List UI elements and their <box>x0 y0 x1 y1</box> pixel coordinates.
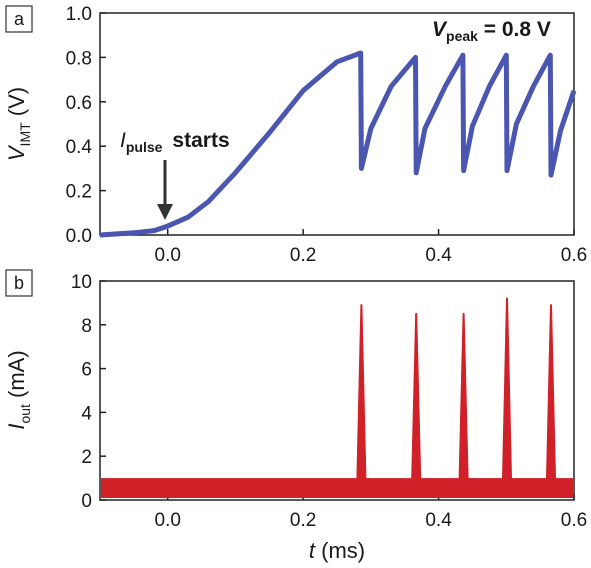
panel-b-y-tick-label-5: 10 <box>71 272 92 293</box>
panel-b-x-tick-label-1: 0.2 <box>290 510 316 531</box>
panel-b-spike-1 <box>411 312 422 480</box>
pulse-annotation-main: I <box>120 129 126 152</box>
panel-a-x-ticks: 0.0 0.2 0.4 0.6 <box>155 229 587 266</box>
panel-b-y-tick-label-3: 6 <box>81 360 92 381</box>
panel-b-x-tick-label-3: 0.6 <box>561 510 587 531</box>
pulse-arrow <box>157 160 173 220</box>
panel-b-spike-2 <box>458 312 469 480</box>
panel-b-x-label-main: t <box>309 538 316 563</box>
panel-b-x-tick-label-0: 0.0 <box>155 510 181 531</box>
pulse-annotation: Ipulse starts <box>120 129 230 155</box>
panel-b-y-tick-label-4: 8 <box>81 316 92 337</box>
panel-a-x-tick-label-0: 0.0 <box>155 245 181 266</box>
panel-b-y-tick-label-1: 2 <box>81 447 92 468</box>
panel-b: 0.0 0.2 0.4 0.6 0 2 4 6 8 10 b Iout (mA) t (ms) <box>4 269 587 563</box>
panel-a-label: a <box>14 9 25 29</box>
peak-annotation-sub: peak <box>446 28 478 44</box>
panel-b-x-tick-label-2: 0.4 <box>425 510 452 531</box>
panel-a: 0.0 0.2 0.4 0.6 0.00.20.40.60.81.0 a VIMT (… <box>4 4 587 266</box>
panel-b-label-box <box>5 269 33 297</box>
panel-b-frame <box>99 280 575 501</box>
pulse-arrow-head <box>157 204 173 220</box>
peak-annotation-rest: = 0.8 V <box>478 18 551 41</box>
panel-a-y-tick-label-2: 0.4 <box>66 137 93 158</box>
panel-b-x-label-rest: (ms) <box>315 538 365 563</box>
panel-a-label-box <box>5 5 33 33</box>
panel-a-x-tick-label-3: 0.6 <box>561 245 587 266</box>
panel-b-y-label-main: I <box>4 424 29 430</box>
panel-b-spike-3 <box>502 297 512 480</box>
panel-a-x-tick-label-1: 0.2 <box>290 245 316 266</box>
peak-annotation: Vpeak = 0.8 V <box>432 18 551 44</box>
panel-a-series-line <box>99 50 577 238</box>
panel-a-y-tick-label-5: 1.0 <box>66 4 92 25</box>
panel-a-y-tick-label-0: 0.0 <box>66 226 92 247</box>
panel-a-y-tick-label-1: 0.2 <box>66 182 92 203</box>
panel-b-y-label: Iout (mA) <box>4 350 33 429</box>
pulse-annotation-rest: starts <box>172 129 229 152</box>
panel-b-series <box>101 297 573 498</box>
panel-b-y-tick-label-0: 0 <box>81 491 92 512</box>
panel-b-x-label: t (ms) <box>309 538 365 563</box>
panel-b-spike-4 <box>546 304 556 480</box>
panel-a-y-tick-label-3: 0.6 <box>66 93 92 114</box>
panel-b-y-ticks: 0 2 4 6 8 10 <box>71 272 106 512</box>
panel-b-y-tick-label-2: 4 <box>81 403 92 424</box>
panel-a-y-label: VIMT (V) <box>4 87 33 161</box>
panel-a-frame <box>99 12 575 236</box>
panel-a-y-label-rest: (V) <box>4 87 29 122</box>
panel-b-y-label-rest: (mA) <box>4 350 29 404</box>
panel-b-y-label-sub: out <box>17 404 33 424</box>
panel-b-baseline-band <box>101 478 573 498</box>
panel-a-y-ticks: 0.0 0.2 0.4 0.6 0.8 1.0 <box>66 4 106 247</box>
panel-a-y-label-main: V <box>4 144 29 161</box>
panel-a-x-tick-label-2: 0.4 <box>425 245 452 266</box>
panel-b-spike-0 <box>356 304 367 480</box>
peak-annotation-main: V <box>432 18 448 41</box>
pulse-annotation-sub: pulse <box>126 139 163 155</box>
panel-b-label: b <box>14 273 24 293</box>
panel-a-y-tick-label-4: 0.8 <box>66 48 92 69</box>
panel-a-y-label-sub: IMT <box>17 122 33 147</box>
